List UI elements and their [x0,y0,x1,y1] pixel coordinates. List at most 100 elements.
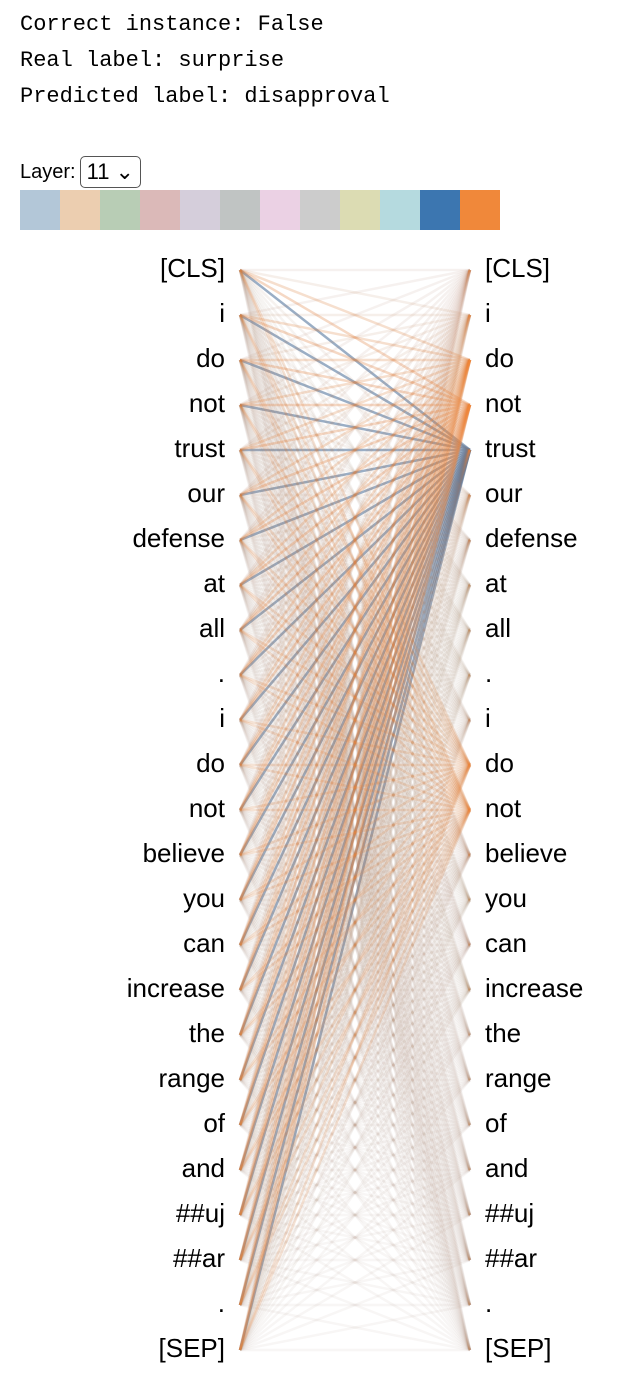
attention-line [238,269,472,1171]
attention-line [238,584,472,1216]
attention-line [238,944,472,1351]
attention-line [238,719,472,1081]
attention-line [238,494,472,901]
head-swatch[interactable] [180,190,220,230]
attention-line [239,853,471,992]
attention-line [238,404,472,991]
head-swatch[interactable] [340,190,380,230]
attention-line [238,449,472,1216]
attention-line [239,719,471,901]
attention-line [238,629,472,1081]
attention-line [238,359,472,1171]
attention-line [238,269,472,1261]
attention-line [239,584,471,856]
attention-line [238,359,472,901]
left-token: increase [127,973,225,1003]
attention-line [238,674,472,1351]
attention-line [238,944,472,1351]
head-swatch[interactable] [20,190,60,230]
attention-line [239,988,471,1127]
attention-line [238,314,472,901]
attention-line [239,808,471,902]
attention-line [238,314,472,676]
attention-line [239,448,471,542]
attention-line [238,584,472,1351]
attention-line [239,809,471,1081]
attention-line [239,583,471,677]
attention-line [238,494,472,1036]
attention-line [238,539,472,1126]
attention-line [238,629,472,991]
attention-line [239,989,471,1171]
attention-line [239,358,471,452]
layer-select[interactable]: 11 ⌄ [79,156,141,188]
attention-line [238,404,472,901]
attention-line [239,539,471,766]
head-swatch[interactable] [460,190,500,230]
attention-line [238,494,472,1081]
right-token: do [485,748,514,778]
attention-line [238,269,472,586]
attention-line [239,719,471,946]
attention-line [238,449,472,856]
attention-line [238,539,472,856]
head-swatch[interactable] [220,190,260,230]
head-swatch[interactable] [300,190,340,230]
attention-line [238,314,472,721]
attention-line [239,584,471,766]
attention-line [238,809,472,1171]
attention-line [239,719,471,991]
attention-line [239,898,471,947]
attention-line [239,583,471,632]
head-swatch[interactable] [60,190,100,230]
head-swatch[interactable] [140,190,180,230]
attention-line [238,314,472,631]
attention-line [239,764,471,991]
attention-line [238,764,472,1171]
head-swatch[interactable] [260,190,300,230]
head-swatch[interactable] [380,190,420,230]
attention-line [239,404,471,631]
attention-line [238,989,472,1351]
attention-line [239,269,471,451]
attention-line [238,584,472,1081]
attention-line [239,314,471,586]
attention-line [239,673,471,767]
attention-line [238,629,472,1081]
attention-line [239,674,471,856]
attention-line [239,988,471,1082]
attention-line [239,404,471,631]
attention-line [238,359,472,766]
attention-line [238,359,472,1126]
attention-line [238,404,472,1171]
attention-line [239,359,471,541]
attention-line [238,269,472,1171]
attention-line [238,854,472,1261]
head-swatch[interactable] [420,190,460,230]
attention-line [239,674,471,901]
attention-line [238,809,472,1306]
attention-line [239,809,471,1036]
attention-line [239,358,471,407]
attention-line [239,403,471,452]
attention-line [239,494,471,721]
head-swatch[interactable] [100,190,140,230]
attention-line [238,359,472,1126]
attention-line [239,449,471,631]
attention-line [238,674,472,1306]
attention-line [238,494,472,991]
attention-line [238,314,472,1081]
attention-line [238,809,472,1126]
attention-line [238,359,472,901]
attention-line [239,808,471,947]
right-token: the [485,1018,521,1048]
attention-line [239,764,471,1036]
attention-line [239,628,471,722]
attention-line [239,674,471,946]
attention-line [238,359,472,766]
right-token: i [485,703,491,733]
attention-line [238,269,472,1171]
attention-line [238,404,472,721]
attention-line [239,628,471,767]
attention-line [239,674,471,901]
